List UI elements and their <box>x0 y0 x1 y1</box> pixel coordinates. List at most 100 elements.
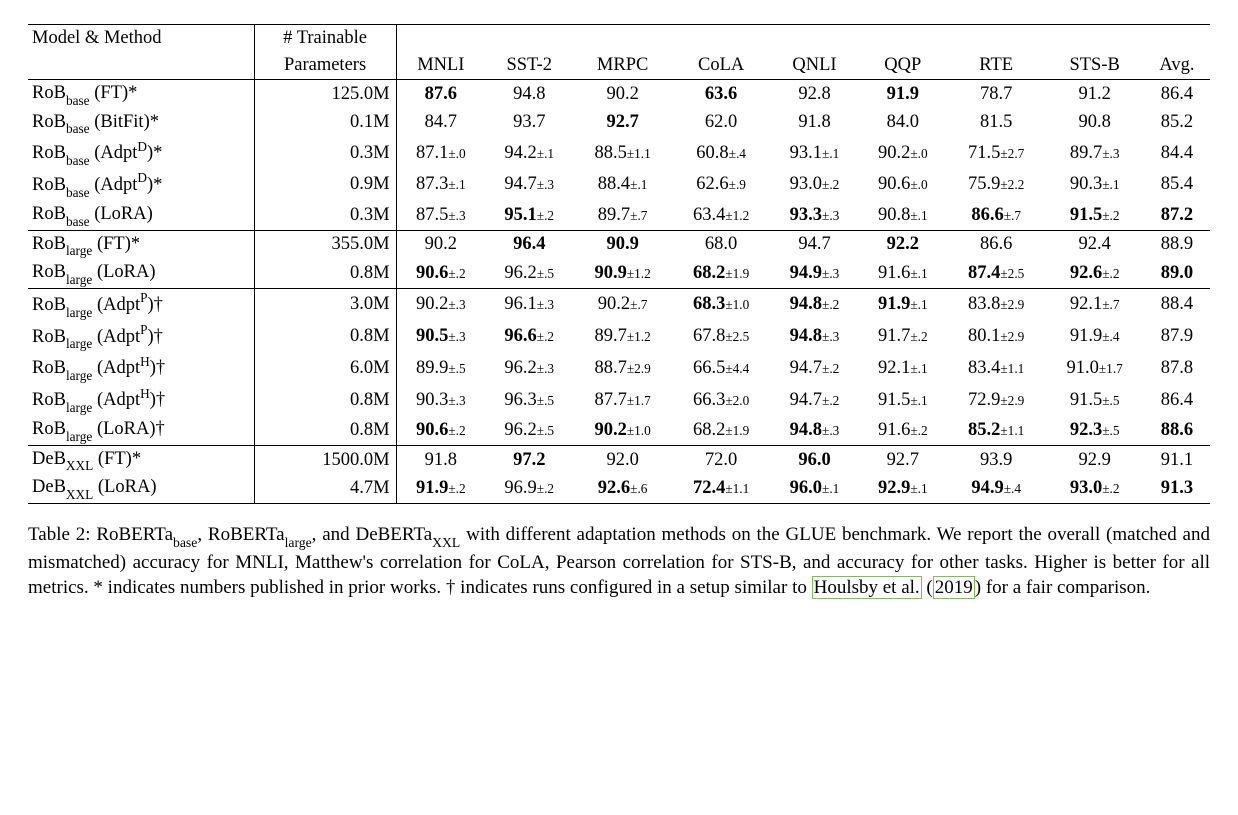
metric-cell: 68.2±1.9 <box>672 416 770 445</box>
metric-cell: 78.7 <box>947 79 1045 108</box>
metric-cell: 91.0±1.7 <box>1045 352 1143 384</box>
method-cell: RoBlarge (LoRA) <box>28 259 254 288</box>
col-method-line1: Model & Method <box>28 25 254 52</box>
metric-cell: 90.8±.1 <box>859 201 947 230</box>
metric-cell: 90.9±1.2 <box>573 259 671 288</box>
metric-cell: 87.4±2.5 <box>947 259 1045 288</box>
params-cell: 1500.0M <box>254 445 396 474</box>
metric-cell: 91.9±.1 <box>859 288 947 320</box>
metric-cell: 91.5±.1 <box>859 384 947 416</box>
metric-cell: 81.5 <box>947 109 1045 138</box>
metric-cell: 92.6±.6 <box>573 474 671 503</box>
metric-cell: 94.7±.2 <box>770 384 858 416</box>
table-row: RoBbase (LoRA)0.3M87.5±.395.1±.289.7±.76… <box>28 201 1210 230</box>
metric-cell: 87.7±1.7 <box>573 384 671 416</box>
metric-cell: 90.5±.3 <box>396 321 485 353</box>
table-caption: Table 2: RoBERTabase, RoBERTalarge, and … <box>28 522 1210 600</box>
metric-cell: 68.2±1.9 <box>672 259 770 288</box>
metric-cell: 92.3±.5 <box>1045 416 1143 445</box>
method-cell: RoBlarge (LoRA)† <box>28 416 254 445</box>
metric-cell: 91.8 <box>770 109 858 138</box>
col-qqp: QQP <box>859 52 947 79</box>
metric-cell: 66.3±2.0 <box>672 384 770 416</box>
col-params-line2: Parameters <box>254 52 396 79</box>
metric-cell: 85.2 <box>1144 109 1210 138</box>
params-cell: 3.0M <box>254 288 396 320</box>
metric-cell: 90.3±.3 <box>396 384 485 416</box>
params-cell: 0.3M <box>254 137 396 169</box>
metric-cell: 90.6±.2 <box>396 416 485 445</box>
method-cell: RoBlarge (AdptH)† <box>28 352 254 384</box>
col-params-line1: # Trainable <box>254 25 396 52</box>
metric-cell: 87.8 <box>1144 352 1210 384</box>
metric-cell: 90.6±.0 <box>859 169 947 201</box>
params-cell: 0.8M <box>254 384 396 416</box>
metric-cell: 90.8 <box>1045 109 1143 138</box>
metric-cell: 68.0 <box>672 230 770 259</box>
table-row: RoBbase (FT)*125.0M87.694.890.263.692.89… <box>28 79 1210 108</box>
table-header: Model & Method # Trainable Parameters MN… <box>28 25 1210 80</box>
metric-cell: 94.8 <box>485 79 573 108</box>
metric-cell: 96.1±.3 <box>485 288 573 320</box>
metric-cell: 91.8 <box>396 445 485 474</box>
metric-cell: 91.1 <box>1144 445 1210 474</box>
table-row: RoBbase (BitFit)*0.1M84.793.792.762.091.… <box>28 109 1210 138</box>
caption-text-c: , and DeBERTa <box>312 524 433 545</box>
metric-cell: 90.2±.7 <box>573 288 671 320</box>
col-avg: Avg. <box>1144 52 1210 79</box>
metric-cell: 96.0±.1 <box>770 474 858 503</box>
method-cell: RoBlarge (AdptP)† <box>28 288 254 320</box>
metric-cell: 87.6 <box>396 79 485 108</box>
metric-cell: 84.4 <box>1144 137 1210 169</box>
metric-cell: 90.9 <box>573 230 671 259</box>
params-cell: 6.0M <box>254 352 396 384</box>
table-row: RoBlarge (AdptP)†0.8M90.5±.396.6±.289.7±… <box>28 321 1210 353</box>
metric-cell: 60.8±.4 <box>672 137 770 169</box>
metric-cell: 92.7 <box>859 445 947 474</box>
metric-cell: 91.9±.4 <box>1045 321 1143 353</box>
method-cell: RoBlarge (FT)* <box>28 230 254 259</box>
caption-label: Table 2: <box>28 524 91 545</box>
metric-cell: 89.7±1.2 <box>573 321 671 353</box>
metric-cell: 94.9±.4 <box>947 474 1045 503</box>
citation-author[interactable]: Houlsby et al. <box>812 576 922 599</box>
citation-year[interactable]: 2019 <box>933 576 975 599</box>
table-row: RoBbase (AdptD)*0.3M87.1±.094.2±.188.5±1… <box>28 137 1210 169</box>
metric-cell: 83.8±2.9 <box>947 288 1045 320</box>
method-cell: DeBXXL (FT)* <box>28 445 254 474</box>
metric-cell: 93.0±.2 <box>770 169 858 201</box>
metric-cell: 89.9±.5 <box>396 352 485 384</box>
metric-cell: 93.7 <box>485 109 573 138</box>
table-row: RoBbase (AdptD)*0.9M87.3±.194.7±.388.4±.… <box>28 169 1210 201</box>
caption-sub-a: base <box>173 535 197 550</box>
params-cell: 355.0M <box>254 230 396 259</box>
col-mrpc: MRPC <box>573 52 671 79</box>
method-cell: RoBbase (BitFit)* <box>28 109 254 138</box>
metric-cell: 96.9±.2 <box>485 474 573 503</box>
table-row: RoBlarge (LoRA)0.8M90.6±.296.2±.590.9±1.… <box>28 259 1210 288</box>
col-cola: CoLA <box>672 52 770 79</box>
metric-cell: 94.8±.2 <box>770 288 858 320</box>
method-cell: DeBXXL (LoRA) <box>28 474 254 503</box>
metric-cell: 90.2±.3 <box>396 288 485 320</box>
metric-cell: 87.5±.3 <box>396 201 485 230</box>
metric-cell: 96.0 <box>770 445 858 474</box>
metric-cell: 90.2±.0 <box>859 137 947 169</box>
metric-cell: 94.7±.2 <box>770 352 858 384</box>
metric-cell: 88.5±1.1 <box>573 137 671 169</box>
metric-cell: 63.4±1.2 <box>672 201 770 230</box>
metric-cell: 94.8±.3 <box>770 321 858 353</box>
metric-cell: 94.7 <box>770 230 858 259</box>
params-cell: 0.8M <box>254 259 396 288</box>
caption-text-e: for a fair comparison. <box>981 577 1150 598</box>
metric-cell: 95.1±.2 <box>485 201 573 230</box>
metric-cell: 91.2 <box>1045 79 1143 108</box>
metric-cell: 90.3±.1 <box>1045 169 1143 201</box>
caption-sub-b: large <box>285 535 312 550</box>
metric-cell: 91.9±.2 <box>396 474 485 503</box>
metric-cell: 92.2 <box>859 230 947 259</box>
params-cell: 0.9M <box>254 169 396 201</box>
metric-cell: 84.7 <box>396 109 485 138</box>
table-row: RoBlarge (LoRA)†0.8M90.6±.296.2±.590.2±1… <box>28 416 1210 445</box>
metric-cell: 88.4±.1 <box>573 169 671 201</box>
